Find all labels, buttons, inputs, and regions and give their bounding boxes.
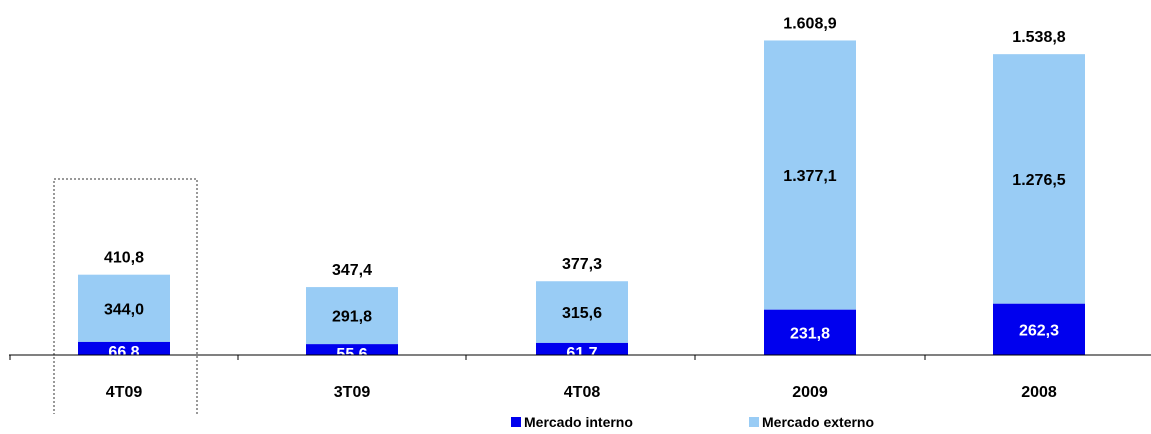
bar-mercado-interno: [78, 341, 170, 355]
total-label: 347,4: [332, 262, 372, 279]
data-label-mercado-externo: 344,0: [104, 301, 144, 318]
bar-mercado-interno: [536, 342, 628, 355]
data-label-mercado-externo: 1.377,1: [783, 168, 836, 185]
data-label-mercado-interno: 61,7: [566, 345, 597, 362]
x-tick-label: 2008: [1021, 384, 1057, 401]
legend-item-mercado-interno: Mercado interno: [511, 414, 633, 430]
x-tick-label: 3T09: [334, 384, 371, 401]
data-label-mercado-interno: 262,3: [1019, 322, 1059, 339]
total-label: 410,8: [104, 250, 144, 267]
data-label-mercado-externo: 291,8: [332, 309, 372, 326]
data-label-mercado-externo: 1.276,5: [1012, 172, 1065, 189]
legend-label-mercado-externo: Mercado externo: [762, 414, 875, 430]
bar-mercado-externo: [993, 54, 1085, 304]
data-label-mercado-externo: 315,6: [562, 305, 602, 322]
total-label: 1.608,9: [783, 15, 836, 32]
x-tick-label: 4T09: [106, 384, 143, 401]
bar-mercado-externo: [78, 274, 170, 342]
legend: Mercado interno Mercado externo: [0, 414, 1151, 434]
bar-mercado-externo: [536, 281, 628, 343]
x-tick-label: 2009: [792, 384, 828, 401]
bar-mercado-externo: [306, 287, 398, 345]
legend-item-mercado-externo: Mercado externo: [749, 414, 874, 430]
bar-chart: 344,066,8410,84T09291,855,6347,43T09315,…: [9, 15, 1151, 414]
bar-mercado-interno: [993, 303, 1085, 355]
legend-swatch-mercado-externo: [749, 417, 759, 427]
highlight-box: [53, 178, 198, 414]
x-tick-label: 4T08: [564, 384, 601, 401]
data-label-mercado-interno: 66,8: [108, 344, 139, 361]
legend-label-mercado-interno: Mercado interno: [524, 414, 633, 430]
data-label-mercado-interno: 231,8: [790, 325, 830, 342]
bar-mercado-externo: [764, 40, 856, 310]
bar-mercado-interno: [764, 309, 856, 355]
total-label: 377,3: [562, 256, 602, 273]
legend-swatch-mercado-interno: [511, 417, 521, 427]
total-label: 1.538,8: [1012, 29, 1065, 46]
bar-mercado-interno: [306, 344, 398, 355]
